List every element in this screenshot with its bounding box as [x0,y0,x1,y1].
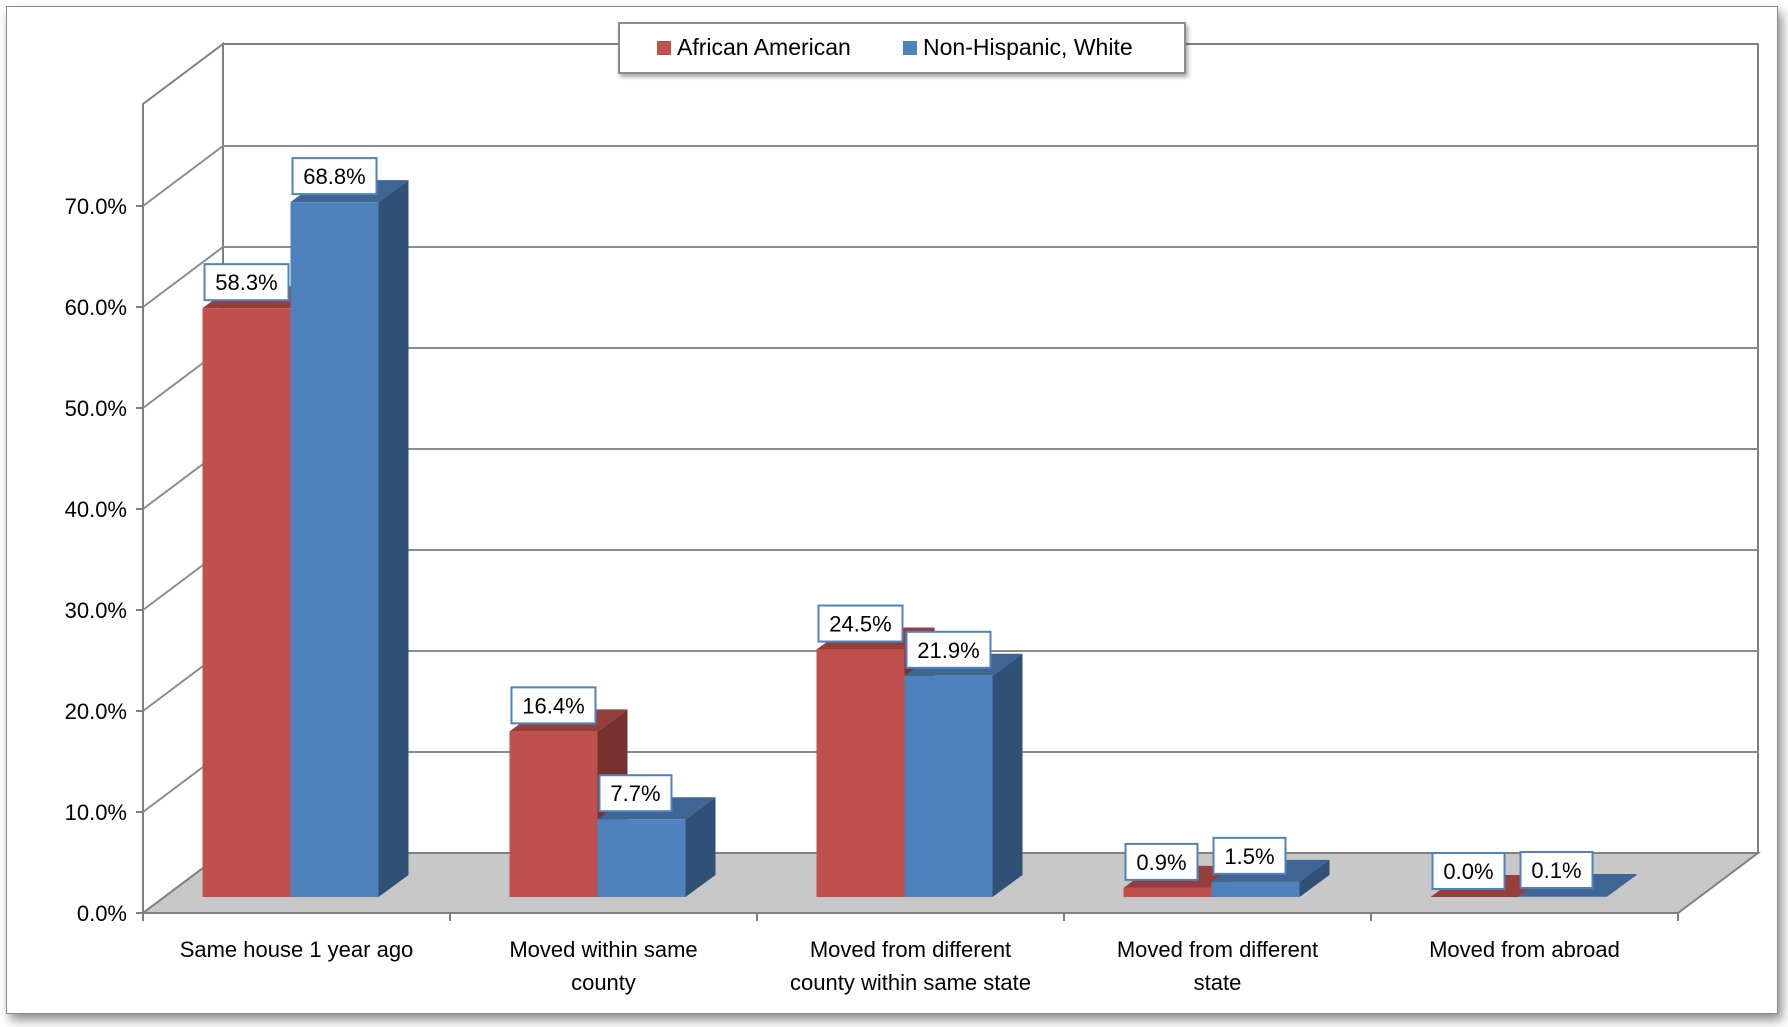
bar-front [202,308,291,897]
data-label: 16.4% [510,686,597,725]
data-label: 21.9% [905,630,992,669]
gridline [142,145,1758,207]
data-label: 24.5% [817,604,904,643]
bar-front [597,819,686,897]
data-label-box [905,630,992,669]
bar-side [378,180,409,897]
bar-front [290,202,379,897]
bar-front [816,649,905,897]
data-label-text: 68.8% [303,164,365,189]
data-label-box [598,774,673,813]
data-label-box [1124,842,1199,881]
data-label-text: 16.4% [522,693,584,718]
legend: African American Non-Hispanic, White [618,22,1186,74]
x-category-label: Moved from different state [1117,937,1318,995]
data-label-text: 24.5% [829,612,891,637]
legend-label: African American [677,34,851,60]
bar-side [992,653,1023,897]
y-tick-label: 40.0% [65,497,127,522]
data-label: 1.5% [1212,836,1287,875]
x-category-label: Moved from different county within same s… [790,937,1031,995]
bar [290,180,409,897]
data-label: 0.9% [1124,842,1199,881]
data-label-box [291,157,378,196]
data-label: 68.8% [291,157,378,196]
data-label-text: 58.3% [215,270,277,295]
bar-side [1299,859,1330,897]
bars [202,180,1637,897]
legend-box [618,22,1186,74]
data-label-box [817,604,904,643]
y-tick-label: 20.0% [65,699,127,724]
x-category-label: Moved from abroad [1429,937,1620,962]
bar-front [1518,895,1607,897]
data-label-box [510,686,597,725]
y-axis: 0.0% 10.0% 20.0% 30.0% 40.0% 50.0% 60.0% 70.0% [65,194,143,926]
data-label-text: 0.1% [1531,858,1581,883]
legend-swatch [657,41,671,55]
data-label-text: 21.9% [917,638,979,663]
legend-swatch [903,41,917,55]
data-label-box [1212,836,1287,875]
y-tick-label: 0.0% [77,901,127,926]
bar [904,653,1023,897]
data-label: 58.3% [203,263,290,302]
legend-label: Non-Hispanic, White [923,34,1133,60]
bar-front [1123,887,1212,897]
chart-frame: 0.0% 10.0% 20.0% 30.0% 40.0% 50.0% 60.0% 70.0% … [6,6,1778,1014]
bar-front [904,675,993,897]
data-label-box [1519,850,1594,889]
gridline [142,246,1758,308]
bar-front [509,731,598,897]
y-tick-label: 10.0% [65,800,127,825]
bar-side [685,797,716,897]
data-label-text: 0.9% [1136,850,1186,875]
data-label-text: 1.5% [1224,844,1274,869]
data-label-box [203,263,290,302]
data-label: 7.7% [598,774,673,813]
bar-side [1606,873,1637,897]
bar-front [1211,881,1300,897]
data-label: 0.0% [1431,852,1506,890]
y-tick-label: 60.0% [65,295,127,320]
y-tick-label: 30.0% [65,598,127,623]
chart-svg: 0.0%10.0%20.0%30.0%40.0%50.0%60.0%70.0% … [65,22,1761,995]
y-tick-label: 70.0% [65,194,127,219]
y-tick-label: 50.0% [65,396,127,421]
data-labels: 58.3% 16.4% 24.5% 0.9% 0.0% 68.8% 7.7% 21.9% 1.5… [203,157,1594,890]
data-label-box [1431,852,1506,890]
data-label: 0.1% [1519,850,1594,889]
x-category-label: Same house 1 year ago [180,937,414,962]
data-label-text: 7.7% [610,781,660,806]
x-category-label: Moved within same county [509,937,697,995]
data-label-text: 0.0% [1443,859,1493,884]
x-axis: Same house 1 year ago Moved within same co… [142,913,1679,995]
